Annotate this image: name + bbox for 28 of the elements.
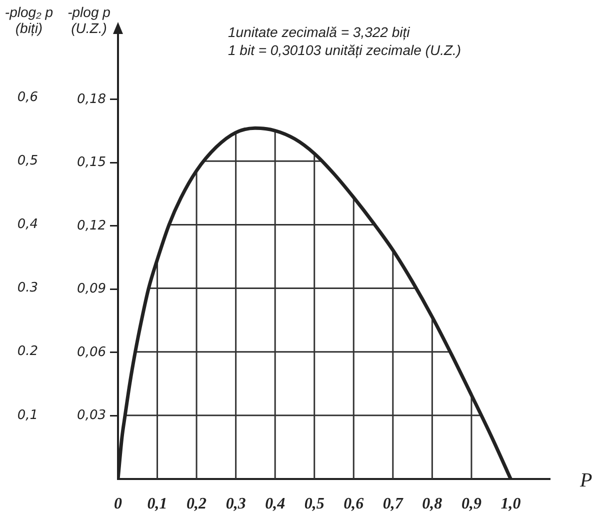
y2-tick-label: 0,18 (77, 92, 106, 107)
y-tick-label: 0,5 (17, 154, 38, 169)
x-tick-label: 1,0 (500, 496, 521, 513)
x-tick-label: 0,4 (265, 496, 286, 513)
x-tick-label: 0,1 (147, 496, 168, 513)
x-tick-label: 0,8 (422, 496, 442, 513)
y-tick-label: 0.3 (17, 280, 38, 296)
x-tick-label: 0,6 (344, 496, 364, 513)
y2-tick-label: 0,15 (77, 155, 106, 170)
annotation: 1unitate zecimală = 3,322 biți (228, 24, 410, 40)
y-tick-label: 0.2 (17, 344, 38, 360)
y-tick-label: 0,4 (17, 217, 38, 232)
x-tick-label: 0,3 (226, 496, 246, 513)
y-tick-label: 0,6 (17, 90, 38, 105)
y2-tick-label: 0,09 (77, 282, 106, 297)
x-tick-label: 0,7 (382, 496, 404, 513)
y2-tick-label: 0,12 (77, 218, 106, 234)
x-tick-label: 0,5 (304, 496, 324, 513)
y-axis-title: -plog₂ p (biți) (4, 4, 54, 36)
y-tick-label: 0,1 (17, 408, 38, 423)
y2-tick-label: 0,03 (77, 408, 106, 424)
y2-tick-label: 0,06 (77, 344, 106, 360)
x-axis-title: P (579, 469, 592, 492)
x-tick-label: 0 (114, 496, 122, 513)
x-tick-label: 0,9 (461, 496, 482, 513)
annotation: 1 bit = 0,30103 unități zecimale (U.Z.) (228, 42, 462, 58)
y2-axis-title: -plog p (U.Z.) (66, 4, 112, 36)
x-tick-label: 0,2 (186, 496, 207, 513)
